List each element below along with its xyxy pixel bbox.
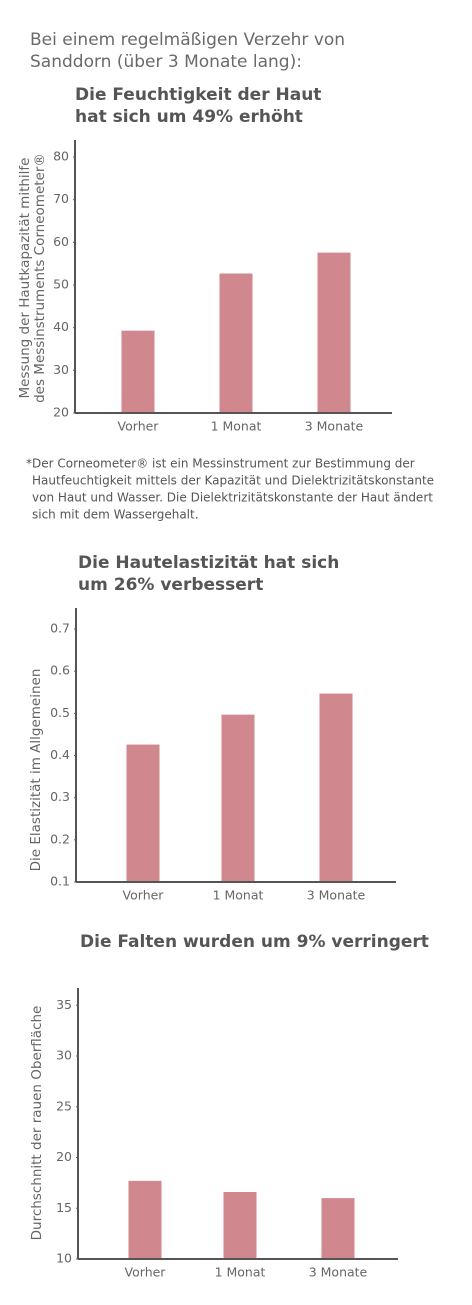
intro-line: Sanddorn (über 3 Monate lang):: [30, 52, 302, 72]
chart-title: Die Feuchtigkeit der Haut: [75, 85, 321, 105]
footnote-line: sich mit dem Wassergehalt.: [32, 508, 199, 522]
chart-title: Die Falten wurden um 9% verringert: [80, 932, 429, 952]
footnote-line: Hautfeuchtigkeit mittels der Kapazität u…: [32, 474, 434, 488]
y-tick-label: 0.5: [50, 705, 70, 720]
y-tick-label: 70: [53, 191, 69, 206]
y-tick-label: 20: [56, 1149, 72, 1164]
bar: [321, 1198, 355, 1259]
y-tick-label: 50: [53, 277, 69, 292]
x-tick-label: Vorher: [125, 1265, 167, 1280]
bar: [319, 693, 353, 882]
y-tick-label: 20: [53, 405, 69, 420]
footnote-line: von Haut und Wasser. Die Dielektrizitäts…: [32, 491, 433, 505]
x-tick-label: 3 Monate: [307, 888, 366, 903]
x-tick-label: 1 Monat: [215, 1265, 266, 1280]
bar: [121, 330, 155, 413]
x-tick-label: 1 Monat: [213, 888, 264, 903]
y-tick-label: 0.1: [50, 874, 70, 889]
y-tick-label: 0.7: [50, 621, 70, 636]
intro-line: Bei einem regelmäßigen Verzehr von: [30, 30, 345, 50]
y-tick-label: 0.6: [50, 663, 70, 678]
y-tick-label: 15: [56, 1200, 72, 1215]
y-axis-label: des Messinstruments Corneometer®: [32, 153, 48, 403]
y-tick-label: 80: [53, 149, 69, 164]
x-tick-label: 3 Monate: [309, 1265, 368, 1280]
y-tick-label: 30: [56, 1048, 72, 1063]
x-tick-label: 3 Monate: [305, 419, 364, 434]
chart-title: Die Hautelastizität hat sich: [78, 553, 339, 573]
y-axis-label: Durchschnitt der rauen Oberfläche: [29, 1006, 45, 1241]
y-tick-label: 35: [56, 997, 72, 1012]
bar: [128, 1180, 162, 1259]
y-axis-label: Messung der Hautkapazität mithilfe: [17, 158, 33, 399]
y-tick-label: 60: [53, 234, 69, 249]
bar: [221, 714, 255, 882]
chart-title: um 26% verbessert: [78, 575, 263, 595]
y-tick-label: 10: [56, 1251, 72, 1266]
x-tick-label: Vorher: [123, 888, 165, 903]
y-tick-label: 0.4: [50, 747, 70, 762]
y-tick-label: 0.2: [50, 831, 70, 846]
x-tick-label: Vorher: [118, 419, 160, 434]
y-axis-label: Die Elastizität im Allgemeinen: [28, 669, 44, 872]
y-tick-label: 40: [53, 319, 69, 334]
y-tick-label: 30: [53, 362, 69, 377]
bar: [223, 1192, 257, 1259]
footnote-line: *Der Corneometer® ist ein Messinstrument…: [26, 457, 415, 471]
bar: [317, 252, 351, 413]
y-tick-label: 0.3: [50, 789, 70, 804]
bar: [126, 744, 160, 882]
x-tick-label: 1 Monat: [211, 419, 262, 434]
chart-title: hat sich um 49% erhöht: [75, 107, 303, 127]
bar: [219, 273, 253, 413]
y-tick-label: 25: [56, 1098, 72, 1113]
